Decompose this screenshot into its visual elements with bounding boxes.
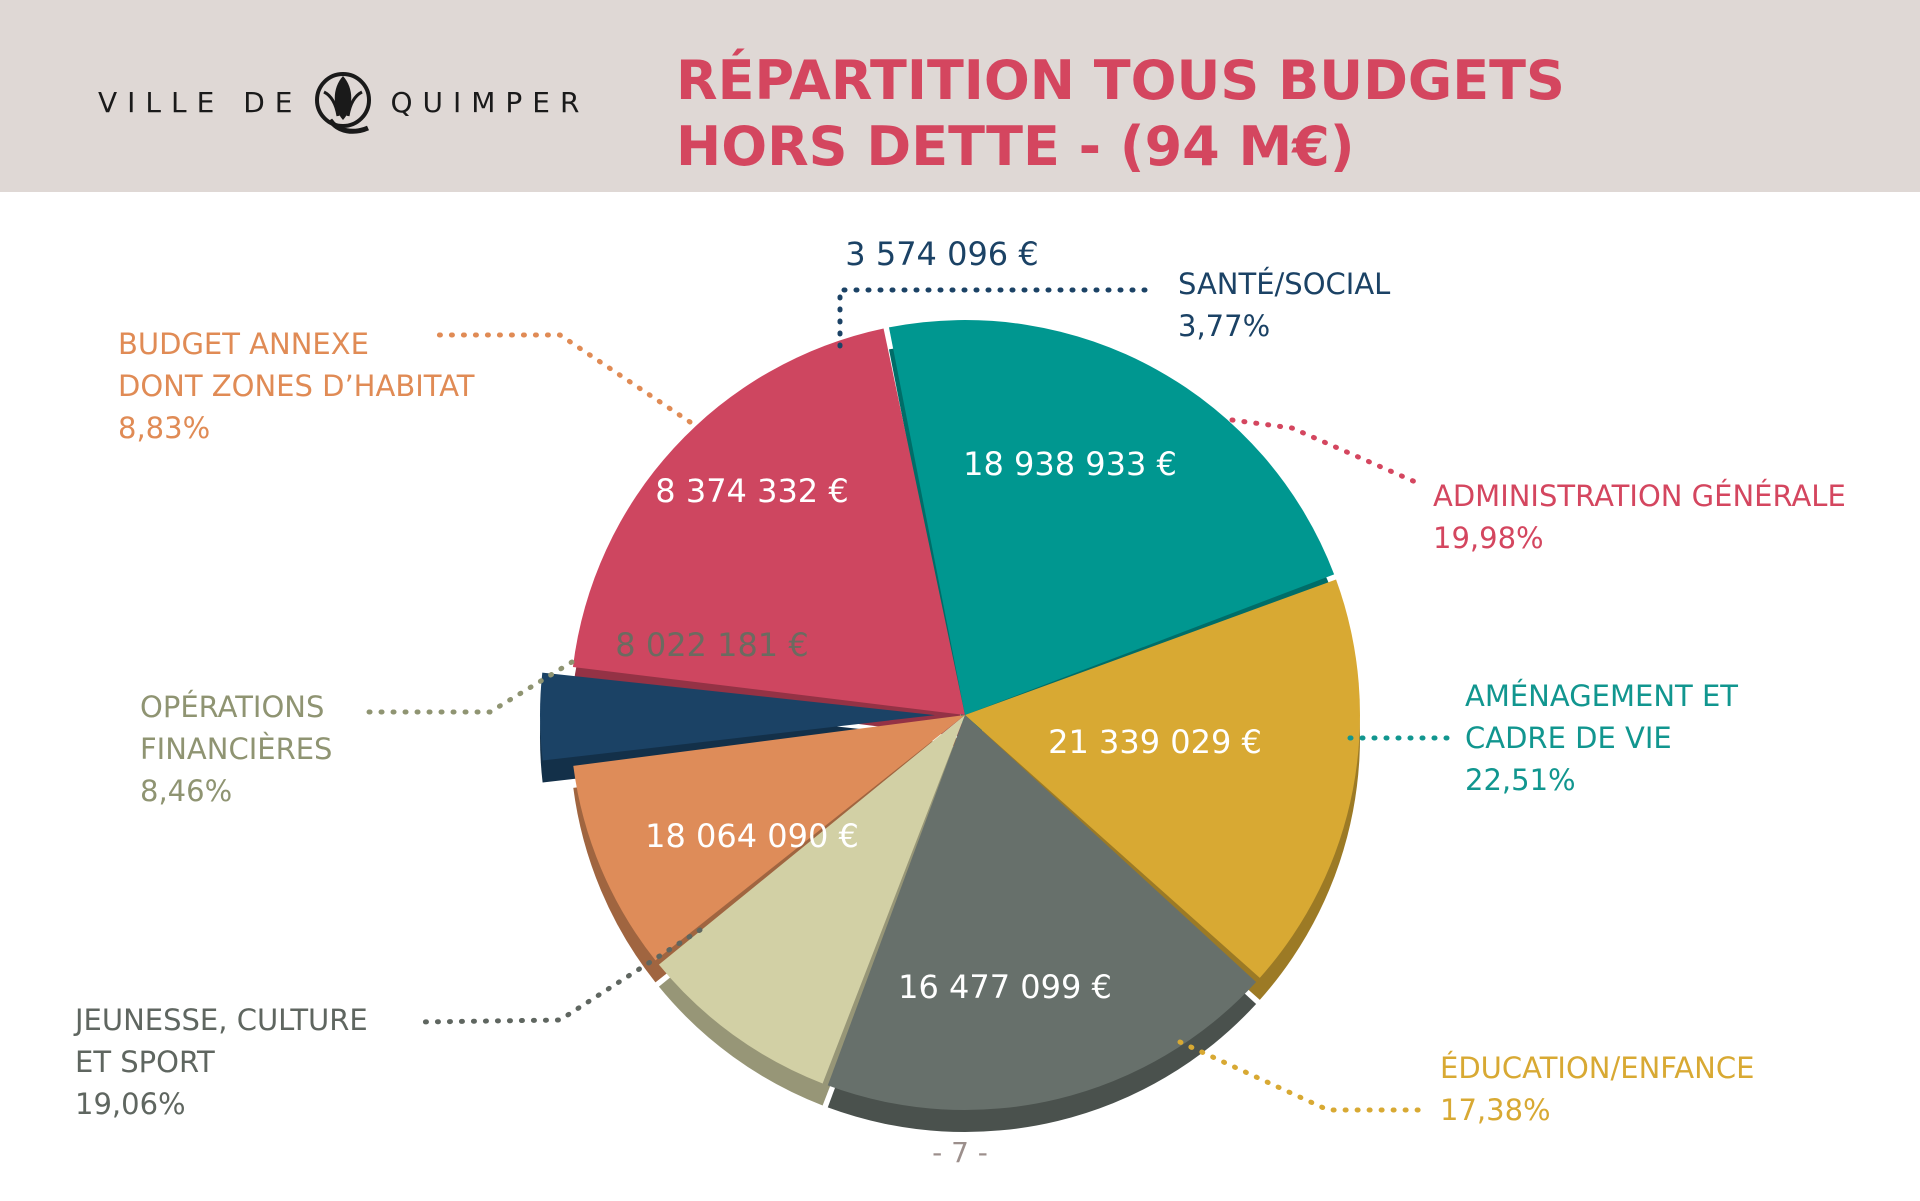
pie-slice bbox=[658, 715, 965, 1084]
slice-category-label: ÉDUCATION/ENFANCE bbox=[1440, 1051, 1754, 1085]
quimper-emblem-icon bbox=[315, 72, 372, 134]
slice-value-label: 18 064 090 € bbox=[645, 817, 859, 855]
slice-category-label: ET SPORT bbox=[75, 1045, 215, 1079]
slice-value-label: 21 339 029 € bbox=[1048, 723, 1262, 761]
slice-percent-label: 19,06% bbox=[75, 1087, 186, 1121]
page-number: - 7 - bbox=[932, 1136, 988, 1169]
slice-category-label: ADMINISTRATION GÉNÉRALE bbox=[1433, 479, 1846, 513]
pie-slice bbox=[888, 320, 1335, 715]
slice-value-label: 16 477 099 € bbox=[898, 968, 1112, 1006]
logo-text-left: VILLE DE bbox=[98, 85, 303, 119]
slice-percent-label: 8,46% bbox=[140, 774, 232, 808]
pie-slice bbox=[827, 715, 1257, 1110]
header-band bbox=[0, 0, 1920, 192]
slice-category-label: BUDGET ANNEXE bbox=[118, 327, 369, 361]
slice-value-label: 8 374 332 € bbox=[655, 472, 848, 510]
slice-percent-label: 3,77% bbox=[1178, 309, 1270, 343]
leader-line bbox=[1177, 1039, 1423, 1113]
slice-category-label: SANTÉ/SOCIAL bbox=[1178, 267, 1390, 301]
slice-percent-label: 22,51% bbox=[1465, 763, 1576, 797]
title-line-2: HORS DETTE - (94 M€) bbox=[676, 115, 1355, 178]
slice-category-label: JEUNESSE, CULTURE bbox=[73, 1003, 368, 1037]
leader-line bbox=[427, 332, 693, 425]
slice-percent-label: 19,98% bbox=[1433, 521, 1544, 555]
title-line-1: RÉPARTITION TOUS BUDGETS bbox=[676, 49, 1565, 112]
slice-category-label: OPÉRATIONS bbox=[140, 690, 324, 724]
logo-text-right: QUIMPER bbox=[390, 85, 590, 119]
slice-value-label: 3 574 096 € bbox=[845, 235, 1038, 273]
slice-category-label: DONT ZONES D’HABITAT bbox=[118, 369, 475, 403]
pie-slice bbox=[965, 579, 1360, 978]
leader-line bbox=[417, 927, 703, 1025]
slice-value-label: 8 022 181 € bbox=[615, 626, 808, 664]
slice-percent-label: 17,38% bbox=[1440, 1093, 1551, 1127]
ville-de-quimper-logo: VILLE DE QUIMPER bbox=[98, 62, 589, 142]
pie-slice bbox=[540, 672, 936, 761]
slice-category-label: CADRE DE VIE bbox=[1465, 721, 1672, 755]
pie-slice bbox=[573, 715, 965, 961]
leader-line bbox=[1229, 417, 1423, 487]
pie-slice bbox=[572, 328, 965, 715]
page-title: RÉPARTITION TOUS BUDGETS HORS DETTE - (9… bbox=[676, 48, 1676, 180]
leader-line bbox=[357, 659, 575, 715]
slice-category-label: FINANCIÈRES bbox=[140, 732, 332, 766]
slice-category-label: AMÉNAGEMENT ET bbox=[1465, 679, 1738, 713]
slice-percent-label: 8,83% bbox=[118, 411, 210, 445]
slice-value-label: 18 938 933 € bbox=[963, 445, 1177, 483]
